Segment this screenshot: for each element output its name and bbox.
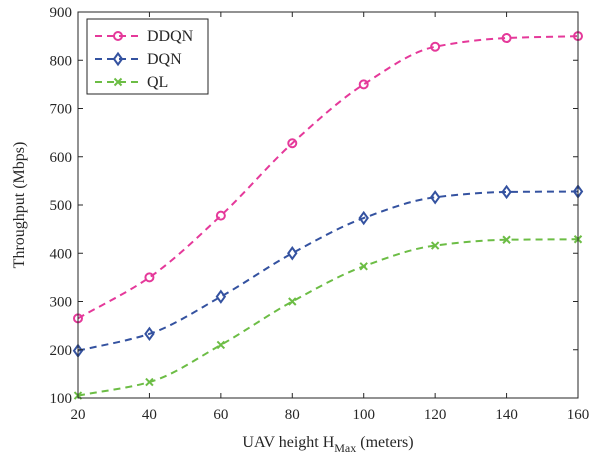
x-tick-label: 120 [424, 407, 447, 423]
series-line-dqn [77, 190, 579, 352]
legend-label-ql: QL [147, 74, 168, 91]
y-tick-label: 500 [50, 198, 73, 214]
data-point-ql [216, 340, 226, 350]
data-point-ddqn [501, 33, 512, 44]
x-tick-label: 100 [352, 407, 375, 423]
data-point-dqn [215, 289, 227, 304]
y-tick-label: 300 [50, 295, 73, 311]
data-point-ql [502, 235, 511, 244]
data-point-dqn [429, 190, 441, 205]
legend-entry-dqn: DQN [95, 51, 182, 68]
y-axis-ticks: 100 200 300 400 500 600 700 800 900 [50, 5, 578, 407]
data-point-ql [359, 262, 368, 271]
x-tick-label: 40 [142, 407, 157, 423]
data-point-dqn [358, 210, 369, 226]
x-tick-label: 160 [567, 407, 590, 423]
y-tick-label: 400 [50, 246, 73, 262]
data-point-dqn [501, 184, 512, 200]
legend-marker-ddqn [113, 31, 123, 41]
y-tick-label: 600 [50, 150, 73, 166]
data-point-ql [145, 377, 154, 387]
data-point-ql [430, 241, 440, 250]
legend-marker-ql [113, 77, 123, 87]
x-axis-label: UAV height HMax (meters) [242, 434, 413, 455]
data-point-ddqn [144, 272, 155, 283]
x-tick-label: 60 [213, 407, 228, 423]
data-point-ddqn [215, 210, 226, 221]
x-tick-label: 20 [71, 407, 86, 423]
data-point-ddqn [358, 79, 369, 90]
y-tick-label: 700 [50, 102, 73, 118]
y-axis-label: Throughput (Mbps) [11, 142, 28, 269]
legend-entry-ql: QL [95, 74, 168, 91]
x-axis-ticks: 20 40 60 80 100 120 140 160 [71, 12, 590, 423]
y-tick-label: 800 [50, 53, 73, 69]
data-point-dqn [144, 326, 155, 342]
data-point-ql [288, 297, 297, 306]
data-point-ddqn [287, 138, 298, 149]
legend-entry-ddqn: DDQN [95, 28, 194, 45]
legend-label-ddqn: DDQN [147, 28, 194, 45]
series-line-ql [77, 238, 579, 397]
data-point-ddqn [430, 41, 441, 52]
legend-marker-dqn [112, 51, 124, 67]
series-dqn [72, 184, 584, 358]
x-tick-label: 140 [495, 407, 518, 423]
series-line-ddqn [77, 35, 579, 320]
y-tick-label: 200 [50, 343, 73, 359]
legend-label-dqn: DQN [147, 51, 182, 68]
legend: DDQN DQN QL [86, 18, 209, 95]
x-tick-label: 80 [285, 407, 300, 423]
data-point-dqn [287, 246, 298, 261]
x-axis-label-subscript: Max [334, 441, 356, 455]
y-tick-label: 900 [50, 5, 73, 21]
y-tick-label: 100 [50, 391, 73, 407]
